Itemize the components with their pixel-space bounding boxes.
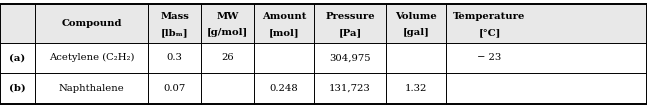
Text: 0.07: 0.07 <box>164 84 186 93</box>
Text: − 23: − 23 <box>477 53 501 62</box>
Bar <box>0 4 647 43</box>
Text: Temperature: Temperature <box>454 12 525 21</box>
Text: 1.32: 1.32 <box>405 84 427 93</box>
Text: MW: MW <box>217 12 239 21</box>
Text: Compound: Compound <box>61 19 122 28</box>
Text: [lbₘ]: [lbₘ] <box>161 28 188 37</box>
Text: (a): (a) <box>9 53 26 62</box>
Text: 26: 26 <box>221 53 234 62</box>
Text: [gal]: [gal] <box>402 28 430 37</box>
Text: [Pa]: [Pa] <box>338 28 362 37</box>
Text: Mass: Mass <box>160 12 189 21</box>
Text: (b): (b) <box>9 84 26 93</box>
Text: [g/mol]: [g/mol] <box>207 28 248 37</box>
Text: Naphthalene: Naphthalene <box>59 84 124 93</box>
Text: 131,723: 131,723 <box>329 84 371 93</box>
Text: 304,975: 304,975 <box>329 53 371 62</box>
Text: 0.248: 0.248 <box>270 84 298 93</box>
Text: [mol]: [mol] <box>269 28 300 37</box>
Bar <box>0 43 647 73</box>
Text: Pressure: Pressure <box>325 12 375 21</box>
Text: [°C]: [°C] <box>478 28 501 37</box>
Text: Amount: Amount <box>262 12 306 21</box>
Bar <box>0 73 647 104</box>
Text: Acetylene (C₂H₂): Acetylene (C₂H₂) <box>49 53 135 62</box>
Text: 0.3: 0.3 <box>167 53 182 62</box>
Text: Volume: Volume <box>395 12 437 21</box>
